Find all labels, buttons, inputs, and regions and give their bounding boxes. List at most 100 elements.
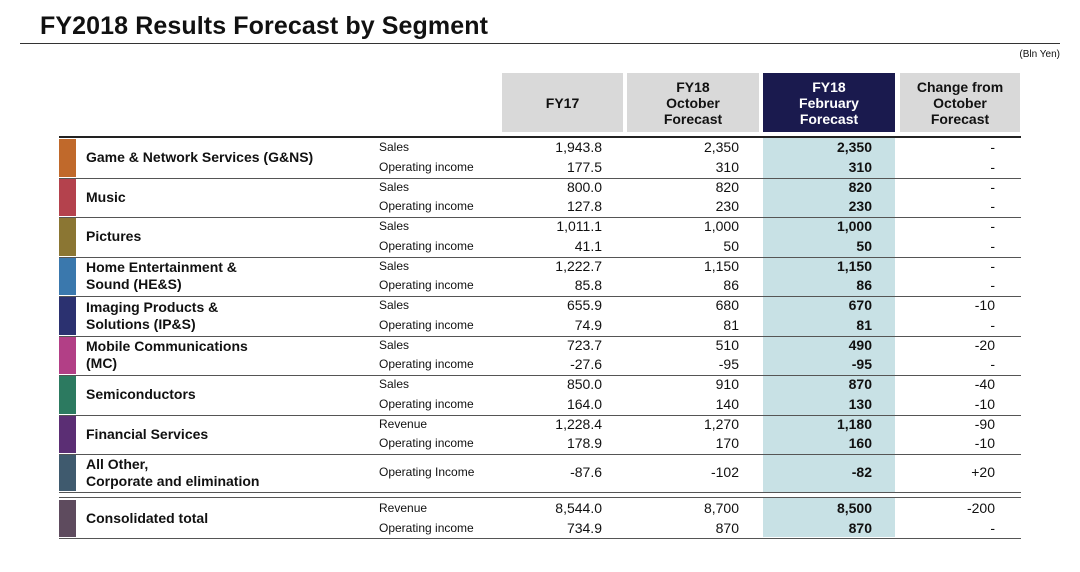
segment-name-text: Mobile Communications (MC) bbox=[86, 338, 248, 372]
header-oct-line2: October bbox=[666, 94, 720, 111]
change-value: -10 bbox=[974, 395, 995, 412]
fy17-value: 1,222.7 bbox=[555, 257, 602, 274]
fy17-value: 850.0 bbox=[566, 376, 602, 392]
october-forecast-value: 820 bbox=[715, 178, 739, 195]
february-forecast-value: 50 bbox=[856, 237, 872, 254]
october-forecast-value: 910 bbox=[715, 376, 739, 392]
segment-name-line: Mobile Communications bbox=[86, 338, 248, 355]
october-forecast-value: 2,350 bbox=[703, 139, 739, 155]
row-divider bbox=[59, 177, 1021, 179]
row-divider bbox=[59, 217, 1021, 218]
october-forecast-value: 86 bbox=[723, 277, 739, 293]
row-item-label: Sales bbox=[379, 219, 410, 233]
segment-name: Music bbox=[86, 178, 126, 218]
fy17-value: 41.1 bbox=[574, 237, 602, 254]
february-forecast-value: 230 bbox=[848, 198, 872, 214]
unit-label: (Bln Yen) bbox=[1019, 49, 1060, 60]
header-feb-line1: FY18 bbox=[812, 78, 846, 95]
segment-name-text: Consolidated total bbox=[86, 510, 208, 527]
change-value: -90 bbox=[974, 415, 995, 432]
segment-name-text: Game & Network Services (G&NS) bbox=[86, 149, 313, 166]
row-item-label: Sales bbox=[379, 298, 410, 312]
change-value: - bbox=[990, 519, 995, 536]
header-fy18-october-forecast: FY18 October Forecast bbox=[627, 73, 759, 132]
segment-name: Mobile Communications (MC) bbox=[86, 336, 248, 376]
segment-name: Game & Network Services (G&NS) bbox=[86, 138, 313, 178]
segment-name-text: Music bbox=[86, 189, 126, 206]
february-forecast-value: 1,000 bbox=[836, 218, 872, 234]
segment-name-text: Financial Services bbox=[86, 426, 208, 443]
segment-color-bar bbox=[59, 139, 76, 177]
segment-name-line: Solutions (IP&S) bbox=[86, 315, 196, 332]
october-forecast-value: 140 bbox=[715, 395, 739, 412]
row-item-label: Sales bbox=[379, 179, 410, 194]
change-value: -10 bbox=[974, 297, 995, 313]
segment-name-text: All Other, Corporate and elimination bbox=[86, 456, 259, 490]
change-value: - bbox=[990, 178, 995, 195]
segment-name-line: Home Entertainment & bbox=[86, 259, 237, 276]
header-feb-line2: February bbox=[799, 94, 859, 111]
segment-name-line: Consolidated total bbox=[86, 510, 209, 526]
row-item-label: Operating income bbox=[379, 317, 474, 332]
february-forecast-value: 670 bbox=[848, 297, 872, 313]
october-forecast-value: 170 bbox=[715, 435, 739, 451]
segment-color-bar bbox=[59, 376, 76, 414]
change-value: - bbox=[990, 257, 995, 274]
table-top-rule bbox=[59, 136, 1021, 138]
october-forecast-value: 81 bbox=[723, 316, 739, 333]
february-forecast-value: 870 bbox=[848, 376, 872, 392]
total-divider bbox=[59, 497, 1021, 498]
segment-color-bar bbox=[59, 178, 76, 216]
row-item-label: Operating income bbox=[379, 278, 474, 292]
february-forecast-value: 870 bbox=[848, 519, 872, 536]
segment-name: Financial Services bbox=[86, 415, 208, 455]
row-divider bbox=[59, 256, 1021, 258]
change-value: +20 bbox=[971, 464, 995, 481]
february-forecast-value: 130 bbox=[848, 395, 872, 412]
row-item-label: Operating Income bbox=[379, 465, 475, 480]
segment-name-text: Imaging Products & Solutions (IP&S) bbox=[86, 299, 218, 333]
change-value: - bbox=[990, 316, 995, 333]
row-divider bbox=[59, 492, 1021, 493]
fy17-value: 74.9 bbox=[574, 316, 602, 333]
segment-name-line: Pictures bbox=[86, 228, 142, 245]
row-divider bbox=[59, 335, 1021, 337]
october-forecast-value: 1,150 bbox=[703, 257, 739, 274]
fy17-value: 177.5 bbox=[566, 158, 602, 175]
february-forecast-value: 81 bbox=[856, 316, 872, 333]
february-forecast-value: -95 bbox=[851, 356, 872, 372]
segment-name: Pictures bbox=[86, 217, 141, 257]
february-forecast-value: 2,350 bbox=[836, 139, 872, 155]
row-item-label: Operating income bbox=[379, 520, 474, 535]
segment-color-bar bbox=[59, 297, 76, 335]
segment-name: Semiconductors bbox=[86, 375, 196, 415]
october-forecast-value: -95 bbox=[718, 356, 739, 372]
segment-color-bar bbox=[59, 455, 76, 491]
fy17-value: 1,943.8 bbox=[555, 139, 602, 155]
segment-color-bar bbox=[59, 336, 76, 374]
row-item-label: Operating income bbox=[379, 199, 474, 213]
segment-name-line: Sound (HE&S) bbox=[86, 276, 182, 293]
row-item-label: Sales bbox=[379, 140, 410, 154]
segment-name: Home Entertainment & Sound (HE&S) bbox=[86, 257, 237, 297]
fy17-value: 8,544.0 bbox=[555, 500, 602, 516]
february-forecast-value: 310 bbox=[848, 158, 872, 175]
segment-color-bar bbox=[59, 218, 76, 256]
row-item-label: Sales bbox=[379, 337, 410, 352]
february-forecast-value: 160 bbox=[848, 435, 872, 451]
february-forecast-value: 86 bbox=[856, 277, 872, 293]
february-forecast-value: 1,180 bbox=[836, 415, 872, 432]
header-feb-line3: Forecast bbox=[799, 110, 859, 127]
header-oct-line3: Forecast bbox=[663, 110, 723, 127]
fy17-value: -87.6 bbox=[570, 464, 602, 481]
fy17-value: 1,228.4 bbox=[555, 415, 602, 432]
change-value: - bbox=[990, 218, 995, 234]
fy17-value: 1,011.1 bbox=[556, 218, 602, 234]
change-value: - bbox=[990, 356, 995, 372]
change-value: - bbox=[990, 277, 995, 293]
header-fy17: FY17 bbox=[502, 73, 623, 132]
change-value: -10 bbox=[974, 435, 995, 451]
header-chg-line2: October bbox=[933, 94, 987, 111]
header-chg-line1: Change from bbox=[916, 78, 1004, 95]
change-value: - bbox=[990, 158, 995, 175]
